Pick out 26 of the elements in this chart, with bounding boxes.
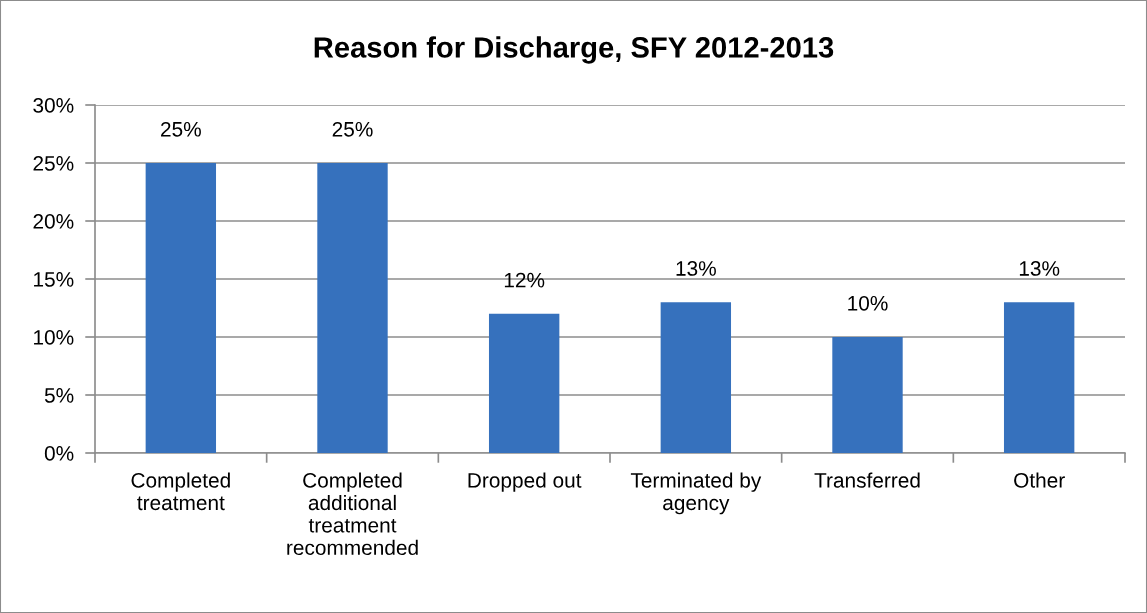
y-tick-label: 15% xyxy=(34,272,74,287)
y-tick-label: 10% xyxy=(34,330,74,345)
bar xyxy=(488,313,560,453)
bar xyxy=(1003,302,1075,453)
data-label: 12% xyxy=(504,272,545,288)
chart-title: Reason for Discharge, SFY 2012-2013 xyxy=(314,36,834,64)
bar xyxy=(145,163,217,453)
bar xyxy=(660,302,732,453)
x-tick-label: Other xyxy=(1014,472,1065,488)
data-label: 10% xyxy=(848,295,888,311)
y-tick-label: 5% xyxy=(44,388,74,403)
bar xyxy=(832,337,903,453)
x-tick-label: Terminated by agency xyxy=(630,472,762,515)
data-label: 13% xyxy=(676,261,716,276)
x-tick-label: Dropped out xyxy=(468,472,582,492)
x-tick-label: Completed treatment xyxy=(131,472,230,511)
y-tick-label: 25% xyxy=(33,156,74,171)
x-tick-label: Transferred xyxy=(814,472,920,488)
y-tick-label: 30% xyxy=(33,98,74,113)
y-tick-label: 0% xyxy=(44,446,74,461)
data-label: 25% xyxy=(161,121,201,137)
y-tick-label: 20% xyxy=(33,214,74,229)
bar xyxy=(317,163,388,453)
data-label: 25% xyxy=(332,121,373,137)
x-tick-label: Completed additional treatment recommended xyxy=(287,472,418,556)
data-label: 13% xyxy=(1019,261,1060,276)
